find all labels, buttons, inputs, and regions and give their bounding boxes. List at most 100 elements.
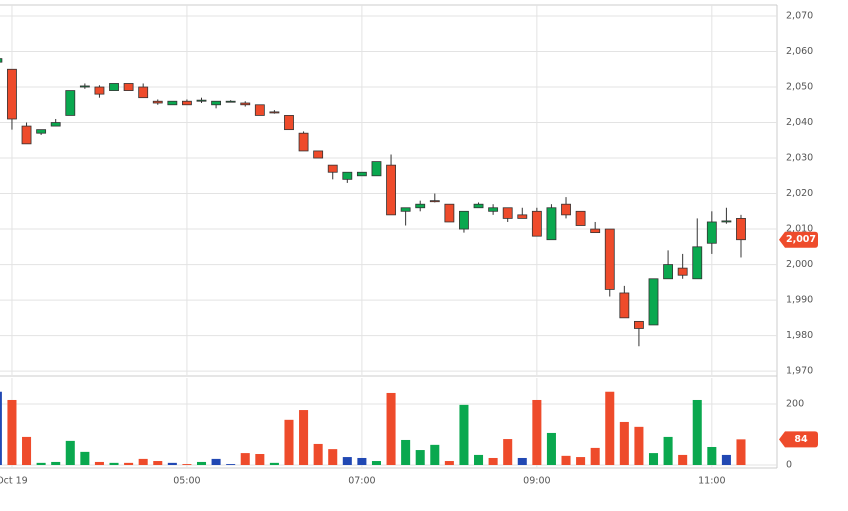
candle-body bbox=[225, 100, 236, 103]
last-volume-label: 84 bbox=[794, 434, 808, 445]
x-tick-label: 09:00 bbox=[523, 476, 550, 487]
volume-bar bbox=[736, 439, 746, 465]
volume-bar bbox=[678, 454, 688, 465]
volume-bar bbox=[0, 391, 2, 465]
volume-bar bbox=[124, 462, 134, 465]
volume-bar bbox=[284, 419, 294, 465]
candle-body bbox=[429, 200, 440, 203]
volume-bar bbox=[109, 462, 119, 465]
x-tick-label: 07:00 bbox=[348, 476, 375, 487]
volume-bar bbox=[546, 432, 556, 465]
candle-body bbox=[284, 115, 294, 131]
y-tick-label: 2,050 bbox=[786, 82, 813, 93]
volume-panel bbox=[0, 378, 777, 468]
candle-body bbox=[182, 100, 192, 106]
x-tick-label: Oct 19 bbox=[0, 476, 28, 487]
x-tick-label: 11:00 bbox=[698, 476, 725, 487]
volume-bar bbox=[153, 461, 163, 465]
candle-body bbox=[196, 99, 207, 102]
y-tick-label: 0 bbox=[786, 460, 792, 471]
volume-bar bbox=[561, 455, 571, 465]
candle-body bbox=[634, 320, 644, 329]
volume-bar bbox=[721, 454, 731, 465]
candle-body bbox=[109, 83, 119, 91]
volume-bar bbox=[401, 439, 411, 465]
candle-body bbox=[531, 210, 542, 237]
volume-bar bbox=[269, 462, 279, 465]
volume-bar bbox=[36, 462, 46, 465]
y-tick-label: 1,970 bbox=[786, 366, 813, 377]
volume-bar bbox=[459, 404, 469, 465]
candle-body bbox=[604, 228, 615, 290]
last-price-tag bbox=[779, 231, 818, 248]
volume-bar bbox=[576, 457, 586, 465]
volume-bar bbox=[7, 399, 17, 465]
volume-bar bbox=[94, 461, 104, 465]
candle-body bbox=[517, 214, 528, 219]
volume-bar bbox=[65, 440, 75, 465]
axes: 1,970 1,980 1,990 2,000 2,010 2,020 2,030 2,040… bbox=[0, 11, 818, 487]
volume-bar bbox=[196, 461, 207, 465]
volume-bar bbox=[182, 464, 192, 465]
candle-body bbox=[240, 102, 251, 106]
candle-body bbox=[211, 100, 222, 106]
candle-body bbox=[459, 210, 469, 230]
candle-body bbox=[575, 210, 586, 226]
volume-bar bbox=[357, 457, 367, 465]
volume-bar bbox=[240, 453, 250, 465]
candle-body bbox=[0, 58, 3, 63]
volume-bar bbox=[692, 399, 702, 465]
candle-body bbox=[692, 246, 703, 280]
volume-bar bbox=[299, 410, 309, 465]
volume-bar bbox=[51, 461, 61, 465]
candle-body bbox=[327, 164, 338, 173]
candle-body bbox=[473, 203, 484, 209]
last-price-label: 2,007 bbox=[786, 234, 816, 245]
volume-bar bbox=[619, 421, 629, 465]
y-tick-label: 2,070 bbox=[786, 11, 813, 22]
candle-body bbox=[736, 218, 746, 241]
volume-bar bbox=[226, 464, 236, 465]
y-tick-label: 2,020 bbox=[786, 188, 813, 199]
candle-body bbox=[313, 150, 324, 159]
volume-bar bbox=[255, 454, 265, 465]
candle-body bbox=[342, 171, 353, 180]
volume-bar bbox=[517, 457, 527, 465]
candle-body bbox=[400, 207, 411, 212]
candle-body bbox=[50, 122, 61, 127]
volume-bar bbox=[474, 454, 484, 465]
volume-bar bbox=[532, 399, 542, 465]
candle-body bbox=[371, 161, 382, 177]
candle-body bbox=[663, 264, 674, 280]
y-tick-label: 2,040 bbox=[786, 117, 813, 128]
candle-body bbox=[138, 86, 149, 99]
candle-body bbox=[648, 278, 659, 326]
candle-body bbox=[152, 100, 163, 104]
volume-bar bbox=[430, 444, 440, 465]
volume-bar bbox=[590, 447, 600, 465]
volume-bar bbox=[648, 453, 659, 465]
candle-body bbox=[123, 83, 134, 91]
volume-bar bbox=[342, 457, 352, 465]
candle-body bbox=[444, 203, 455, 223]
candle-body bbox=[21, 125, 32, 145]
candle-body bbox=[298, 132, 309, 152]
volume-bar bbox=[605, 391, 615, 465]
y-tick-label: 2,010 bbox=[786, 224, 813, 235]
y-tick-label: 200 bbox=[786, 398, 804, 409]
candle-body bbox=[36, 129, 47, 134]
candle-body bbox=[590, 228, 601, 234]
y-tick-label: 1,980 bbox=[786, 330, 813, 341]
volume-bar bbox=[663, 436, 673, 465]
candle-body bbox=[561, 203, 571, 216]
volume-bar bbox=[707, 446, 717, 465]
last-volume-tag bbox=[779, 431, 818, 448]
candle-body bbox=[269, 111, 280, 114]
candle-body bbox=[619, 292, 630, 319]
volume-bar bbox=[80, 451, 90, 465]
volume-bar bbox=[22, 436, 32, 465]
volume-bar bbox=[386, 392, 396, 465]
volume-bar bbox=[138, 458, 148, 465]
volume-bar bbox=[313, 443, 323, 465]
volume-bar bbox=[634, 426, 644, 465]
